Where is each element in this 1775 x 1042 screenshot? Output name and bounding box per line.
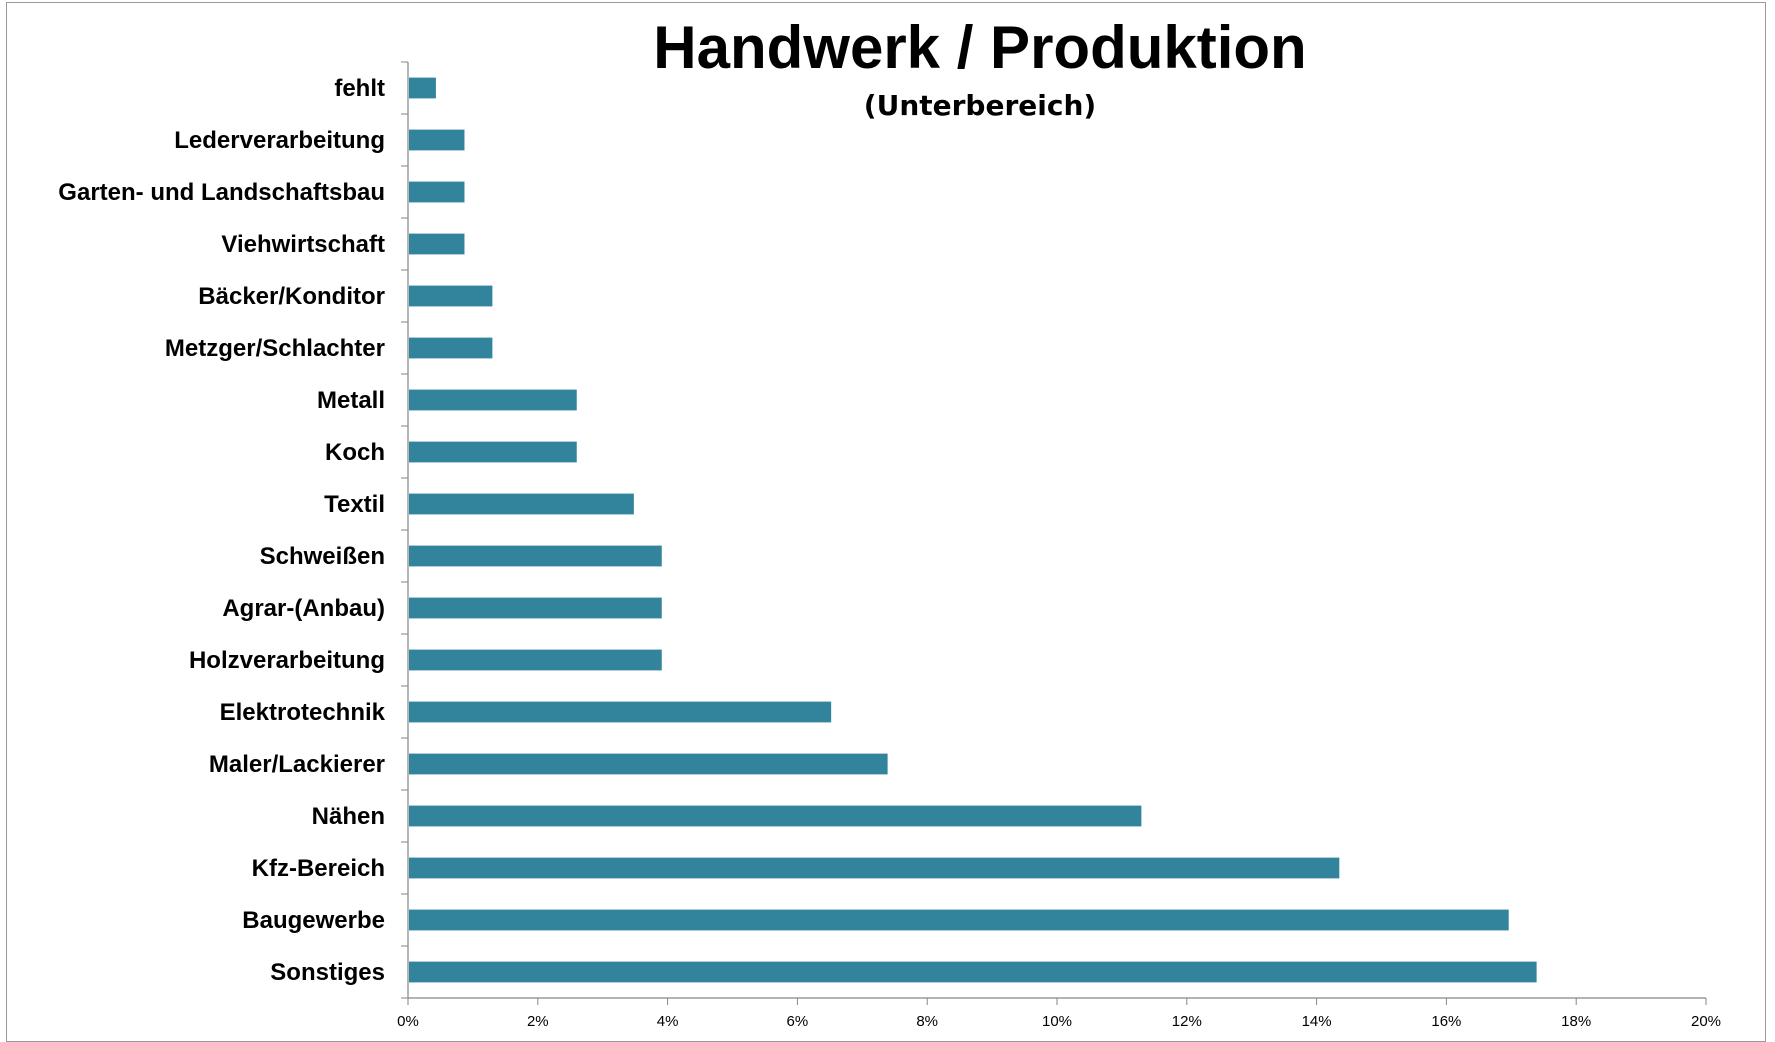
- category-label: Kfz-Bereich: [252, 855, 385, 882]
- category-label: Schweißen: [260, 543, 385, 570]
- category-label: Bäcker/Konditor: [198, 283, 385, 310]
- chart-title: Handwerk / Produktion: [653, 14, 1307, 81]
- chart-subtitle: (Unterbereich): [863, 89, 1097, 122]
- x-tick-label: 20%: [1691, 1013, 1721, 1030]
- bar: [409, 545, 662, 567]
- category-label: Elektrotechnik: [220, 699, 386, 726]
- category-labels: fehlt Lederverarbeitung Garten- und Landsc…: [58, 75, 385, 986]
- x-tick-label: 12%: [1172, 1013, 1202, 1030]
- axes: [401, 61, 1707, 1005]
- category-label: Metall: [317, 387, 385, 414]
- category-label: Nähen: [312, 803, 385, 830]
- category-label: Sonstiges: [270, 959, 385, 986]
- x-tick-label: 8%: [916, 1013, 938, 1030]
- bar: [409, 857, 1340, 879]
- x-tick-labels: 0% 2% 4% 6% 8% 10% 12% 14% 16% 18% 20%: [397, 1013, 1721, 1030]
- x-tick-label: 18%: [1561, 1013, 1591, 1030]
- x-tick-label: 4%: [657, 1013, 679, 1030]
- bar: [409, 753, 888, 775]
- x-tick-label: 0%: [397, 1013, 419, 1030]
- bar: [409, 805, 1142, 827]
- bar: [409, 233, 465, 255]
- bar: [409, 181, 465, 203]
- category-label: Baugewerbe: [242, 907, 385, 934]
- category-label: Agrar-(Anbau): [222, 595, 385, 622]
- bar: [409, 909, 1509, 931]
- bar: [409, 649, 662, 671]
- bar: [409, 597, 662, 619]
- category-label: fehlt: [334, 75, 385, 102]
- bar: [409, 493, 634, 515]
- x-tick-label: 10%: [1042, 1013, 1072, 1030]
- x-tick-label: 14%: [1302, 1013, 1332, 1030]
- bar: [409, 77, 436, 99]
- category-label: Garten- und Landschaftsbau: [58, 179, 385, 206]
- category-label: Maler/Lackierer: [209, 751, 385, 778]
- x-tick-label: 2%: [527, 1013, 549, 1030]
- x-tick-label: 6%: [787, 1013, 809, 1030]
- bar: [409, 285, 493, 307]
- bar: [409, 701, 832, 723]
- bar: [409, 441, 577, 463]
- bar: [409, 337, 493, 359]
- x-tick-label: 16%: [1431, 1013, 1461, 1030]
- category-label: Holzverarbeitung: [189, 647, 385, 674]
- bar: [409, 389, 577, 411]
- category-label: Viehwirtschaft: [221, 231, 385, 258]
- bar: [409, 961, 1537, 983]
- category-label: Textil: [324, 491, 385, 518]
- bar: [409, 129, 465, 151]
- category-label: Lederverarbeitung: [174, 127, 385, 154]
- bars: [409, 77, 1537, 983]
- category-label: Metzger/Schlachter: [165, 335, 385, 362]
- category-label: Koch: [325, 439, 385, 466]
